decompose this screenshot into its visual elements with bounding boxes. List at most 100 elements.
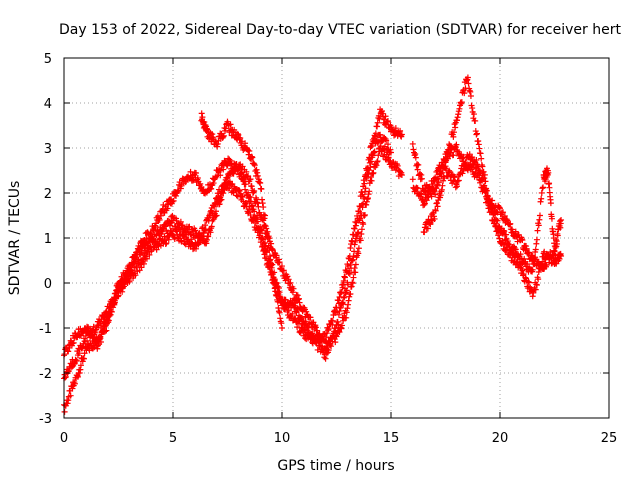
data-point	[443, 166, 450, 173]
data-point	[432, 207, 439, 214]
data-point	[383, 137, 390, 144]
data-point	[418, 171, 425, 178]
data-point	[279, 263, 285, 270]
data-point	[339, 284, 346, 291]
x-axis-label: GPS time / hours	[277, 458, 394, 474]
data-point	[463, 161, 470, 168]
data-point	[279, 325, 285, 331]
data-point	[249, 154, 256, 161]
data-point	[357, 237, 364, 244]
data-point	[427, 221, 434, 228]
data-point	[242, 140, 249, 147]
data-point	[421, 229, 428, 236]
data-point	[271, 279, 278, 286]
data-point	[280, 267, 287, 274]
data-point	[546, 253, 553, 260]
data-point	[364, 165, 371, 172]
data-point	[105, 308, 112, 315]
data-point	[263, 255, 270, 262]
data-point	[254, 172, 261, 179]
data-point	[259, 227, 266, 234]
data-point	[338, 325, 345, 332]
data-point	[506, 221, 513, 228]
data-points	[61, 74, 565, 415]
x-tick-label: 10	[274, 431, 291, 446]
data-point	[374, 123, 381, 130]
data-point	[478, 176, 485, 183]
data-point	[512, 246, 519, 253]
data-point	[257, 230, 264, 237]
data-point	[143, 250, 150, 257]
data-point	[262, 212, 269, 219]
data-point	[102, 328, 109, 335]
data-point	[475, 163, 482, 170]
data-point	[554, 240, 561, 247]
data-point	[361, 180, 368, 187]
data-point	[214, 143, 221, 150]
data-point	[76, 350, 83, 357]
data-point	[497, 205, 503, 212]
data-point	[269, 276, 276, 283]
data-point	[345, 262, 352, 269]
data-point	[338, 289, 345, 296]
data-point	[210, 180, 217, 187]
data-point	[535, 276, 542, 283]
data-point	[473, 157, 480, 164]
data-point	[251, 162, 258, 169]
data-point	[529, 293, 536, 300]
data-point	[360, 200, 367, 207]
data-point	[533, 240, 540, 247]
data-point	[289, 310, 296, 317]
data-point	[174, 187, 181, 194]
data-point	[476, 145, 483, 152]
x-tick-label: 5	[169, 431, 177, 446]
data-point	[165, 236, 172, 243]
data-point	[84, 337, 91, 344]
data-point	[483, 187, 490, 194]
data-point	[397, 132, 404, 139]
data-point	[426, 184, 433, 191]
data-point	[452, 144, 459, 151]
data-point	[501, 212, 508, 219]
data-point	[438, 186, 445, 193]
data-point	[230, 189, 237, 196]
data-point	[343, 314, 350, 321]
data-point	[481, 182, 488, 189]
data-point	[139, 242, 146, 249]
data-point	[247, 176, 254, 183]
data-point	[521, 255, 528, 262]
data-point	[523, 243, 530, 250]
data-point	[277, 315, 284, 322]
data-point	[260, 204, 267, 211]
data-point	[263, 230, 270, 237]
data-point	[265, 235, 272, 242]
data-point	[223, 162, 230, 169]
data-point	[64, 400, 71, 407]
data-point	[148, 235, 155, 242]
data-point	[412, 150, 419, 157]
data-point	[111, 299, 118, 306]
data-point	[239, 163, 246, 170]
data-point	[272, 288, 279, 295]
data-point	[239, 194, 246, 201]
data-point	[285, 276, 292, 283]
data-point	[478, 155, 485, 162]
y-tick-label: 2	[44, 187, 52, 202]
data-point	[366, 155, 373, 162]
data-point	[196, 239, 203, 246]
data-point	[547, 200, 554, 207]
data-point	[106, 304, 113, 311]
series-track-c	[61, 106, 405, 382]
data-point	[309, 340, 316, 347]
data-point	[419, 195, 426, 202]
data-point	[427, 187, 434, 194]
data-point	[446, 167, 453, 174]
data-point	[211, 203, 218, 210]
data-point	[450, 133, 457, 140]
data-point	[410, 146, 417, 153]
data-point	[122, 269, 129, 276]
data-point	[354, 233, 361, 240]
data-point	[519, 237, 526, 244]
data-point	[360, 183, 367, 190]
